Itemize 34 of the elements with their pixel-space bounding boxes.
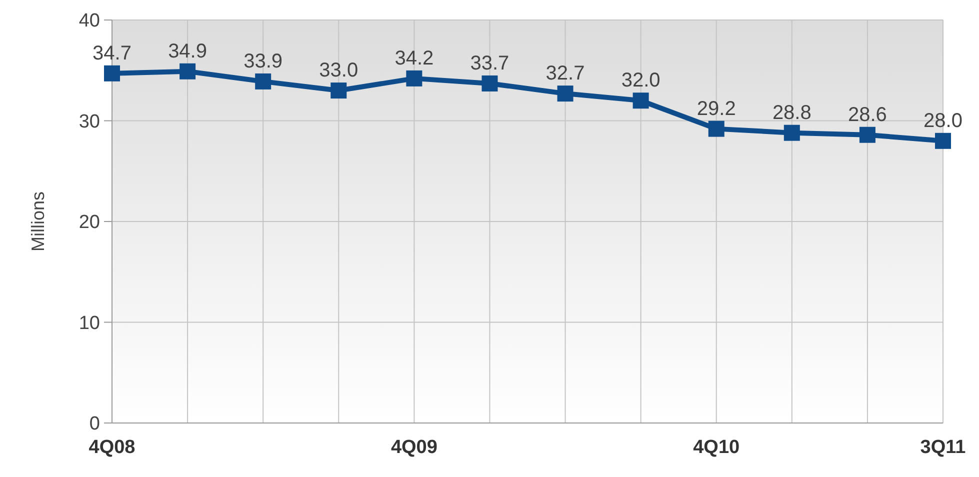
y-tick-label: 40 (78, 10, 100, 32)
data-label: 34.7 (92, 42, 132, 64)
data-label: 34.9 (168, 40, 208, 62)
point (255, 73, 272, 90)
point (859, 126, 876, 143)
data-label: 28.8 (772, 102, 812, 124)
point (330, 82, 347, 99)
point (557, 86, 574, 102)
y-tick-label: 0 (89, 414, 100, 435)
point (180, 63, 196, 80)
y-tick-label: 20 (78, 212, 100, 234)
y-tick-label: 10 (78, 312, 100, 334)
x-tick-label: 4Q09 (390, 437, 438, 458)
point (104, 65, 120, 82)
x-tick-label: 3Q11 (920, 437, 966, 458)
x-tick-label: 4Q08 (88, 437, 136, 458)
x-tick-label: 4Q10 (693, 437, 740, 458)
point (935, 132, 951, 149)
data-label: 28.6 (848, 104, 887, 126)
data-label: 28.0 (924, 110, 962, 132)
data-label: 32.0 (621, 70, 660, 92)
point (632, 92, 649, 109)
point (406, 70, 422, 86)
data-label: 33.7 (470, 52, 510, 74)
data-label: 33.9 (244, 50, 283, 72)
point (482, 75, 498, 92)
y-tick-label: 30 (78, 111, 100, 132)
data-label: 29.2 (696, 98, 736, 120)
data-label: 34.2 (394, 47, 434, 70)
data-label: 33.0 (319, 60, 358, 82)
data-label: 32.7 (546, 62, 585, 85)
point (708, 120, 724, 137)
point (784, 124, 800, 141)
y-axis-title: Millions (28, 191, 48, 252)
